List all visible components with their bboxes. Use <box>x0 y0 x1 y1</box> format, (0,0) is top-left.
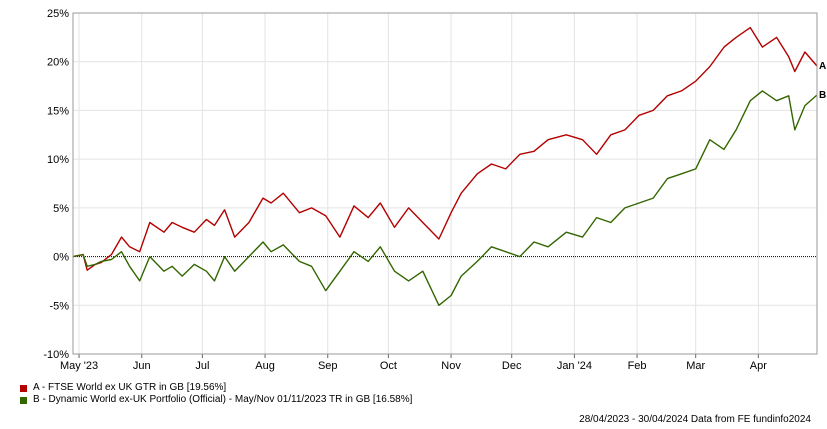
x-tick-label: Jul <box>195 360 209 372</box>
legend-swatch-b <box>20 396 27 404</box>
x-tick-label: May '23 <box>60 360 98 372</box>
x-tick-label: Oct <box>380 360 397 372</box>
series-end-labels: AB <box>819 61 826 101</box>
series-end-label-a: A <box>819 61 826 72</box>
performance-chart: 25% 20% 15% 10% 5% 0% -5% -10% May '23 Jun Jul Aug… <box>43 8 826 372</box>
y-tick-label: 15% <box>47 105 69 117</box>
legend-swatch-a <box>20 384 27 392</box>
plot-frame <box>72 12 818 355</box>
source-footer: 28/04/2023 - 30/04/2024 Data from FE fun… <box>579 414 811 425</box>
y-tick-label: 20% <box>47 57 69 69</box>
x-tick-label: Aug <box>255 360 275 372</box>
y-axis-ticks: 25% 20% 15% 10% 5% 0% -5% -10% <box>43 8 69 361</box>
x-tick-label: Nov <box>441 360 461 372</box>
x-tick-label: Feb <box>628 360 647 372</box>
x-tick-label: Apr <box>750 360 767 372</box>
legend-item-b: B - Dynamic World ex-UK Portfolio (Offic… <box>20 394 412 406</box>
y-tick-label: 25% <box>47 8 69 20</box>
y-tick-label: -10% <box>43 349 69 361</box>
gridlines <box>73 12 817 355</box>
y-tick-label: 5% <box>53 203 69 215</box>
legend-item-a: A - FTSE World ex UK GTR in GB [19.56%] <box>20 382 412 394</box>
x-tick-label: Sep <box>318 360 338 372</box>
series-line-a <box>72 26 818 271</box>
legend: A - FTSE World ex UK GTR in GB [19.56%] … <box>20 382 412 406</box>
legend-label-a: A - FTSE World ex UK GTR in GB [19.56%] <box>33 382 227 393</box>
series-line-b <box>72 90 818 306</box>
y-tick-label: 10% <box>47 154 69 166</box>
x-tick-label: Jan '24 <box>557 360 592 372</box>
series-lines <box>72 26 818 306</box>
x-tick-label: Dec <box>502 360 522 372</box>
x-tick-label: Mar <box>686 360 705 372</box>
x-tick-label: Jun <box>133 360 151 372</box>
y-tick-label: -5% <box>49 300 69 312</box>
y-tick-label: 0% <box>53 252 69 264</box>
x-axis-ticks: May '23 Jun Jul Aug Sep Oct Nov Dec Jan '24 Feb Ma… <box>60 354 767 372</box>
series-end-label-b: B <box>819 90 826 101</box>
legend-label-b: B - Dynamic World ex-UK Portfolio (Offic… <box>33 394 413 405</box>
